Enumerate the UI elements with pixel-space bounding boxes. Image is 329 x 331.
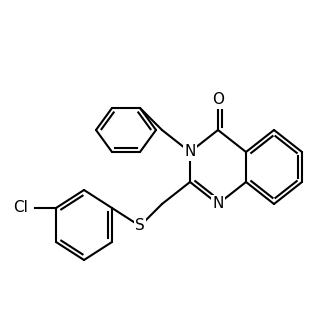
Text: Cl: Cl [13,201,28,215]
Text: O: O [212,92,224,108]
Text: S: S [135,218,145,233]
Text: N: N [184,145,196,160]
Text: N: N [212,197,224,212]
